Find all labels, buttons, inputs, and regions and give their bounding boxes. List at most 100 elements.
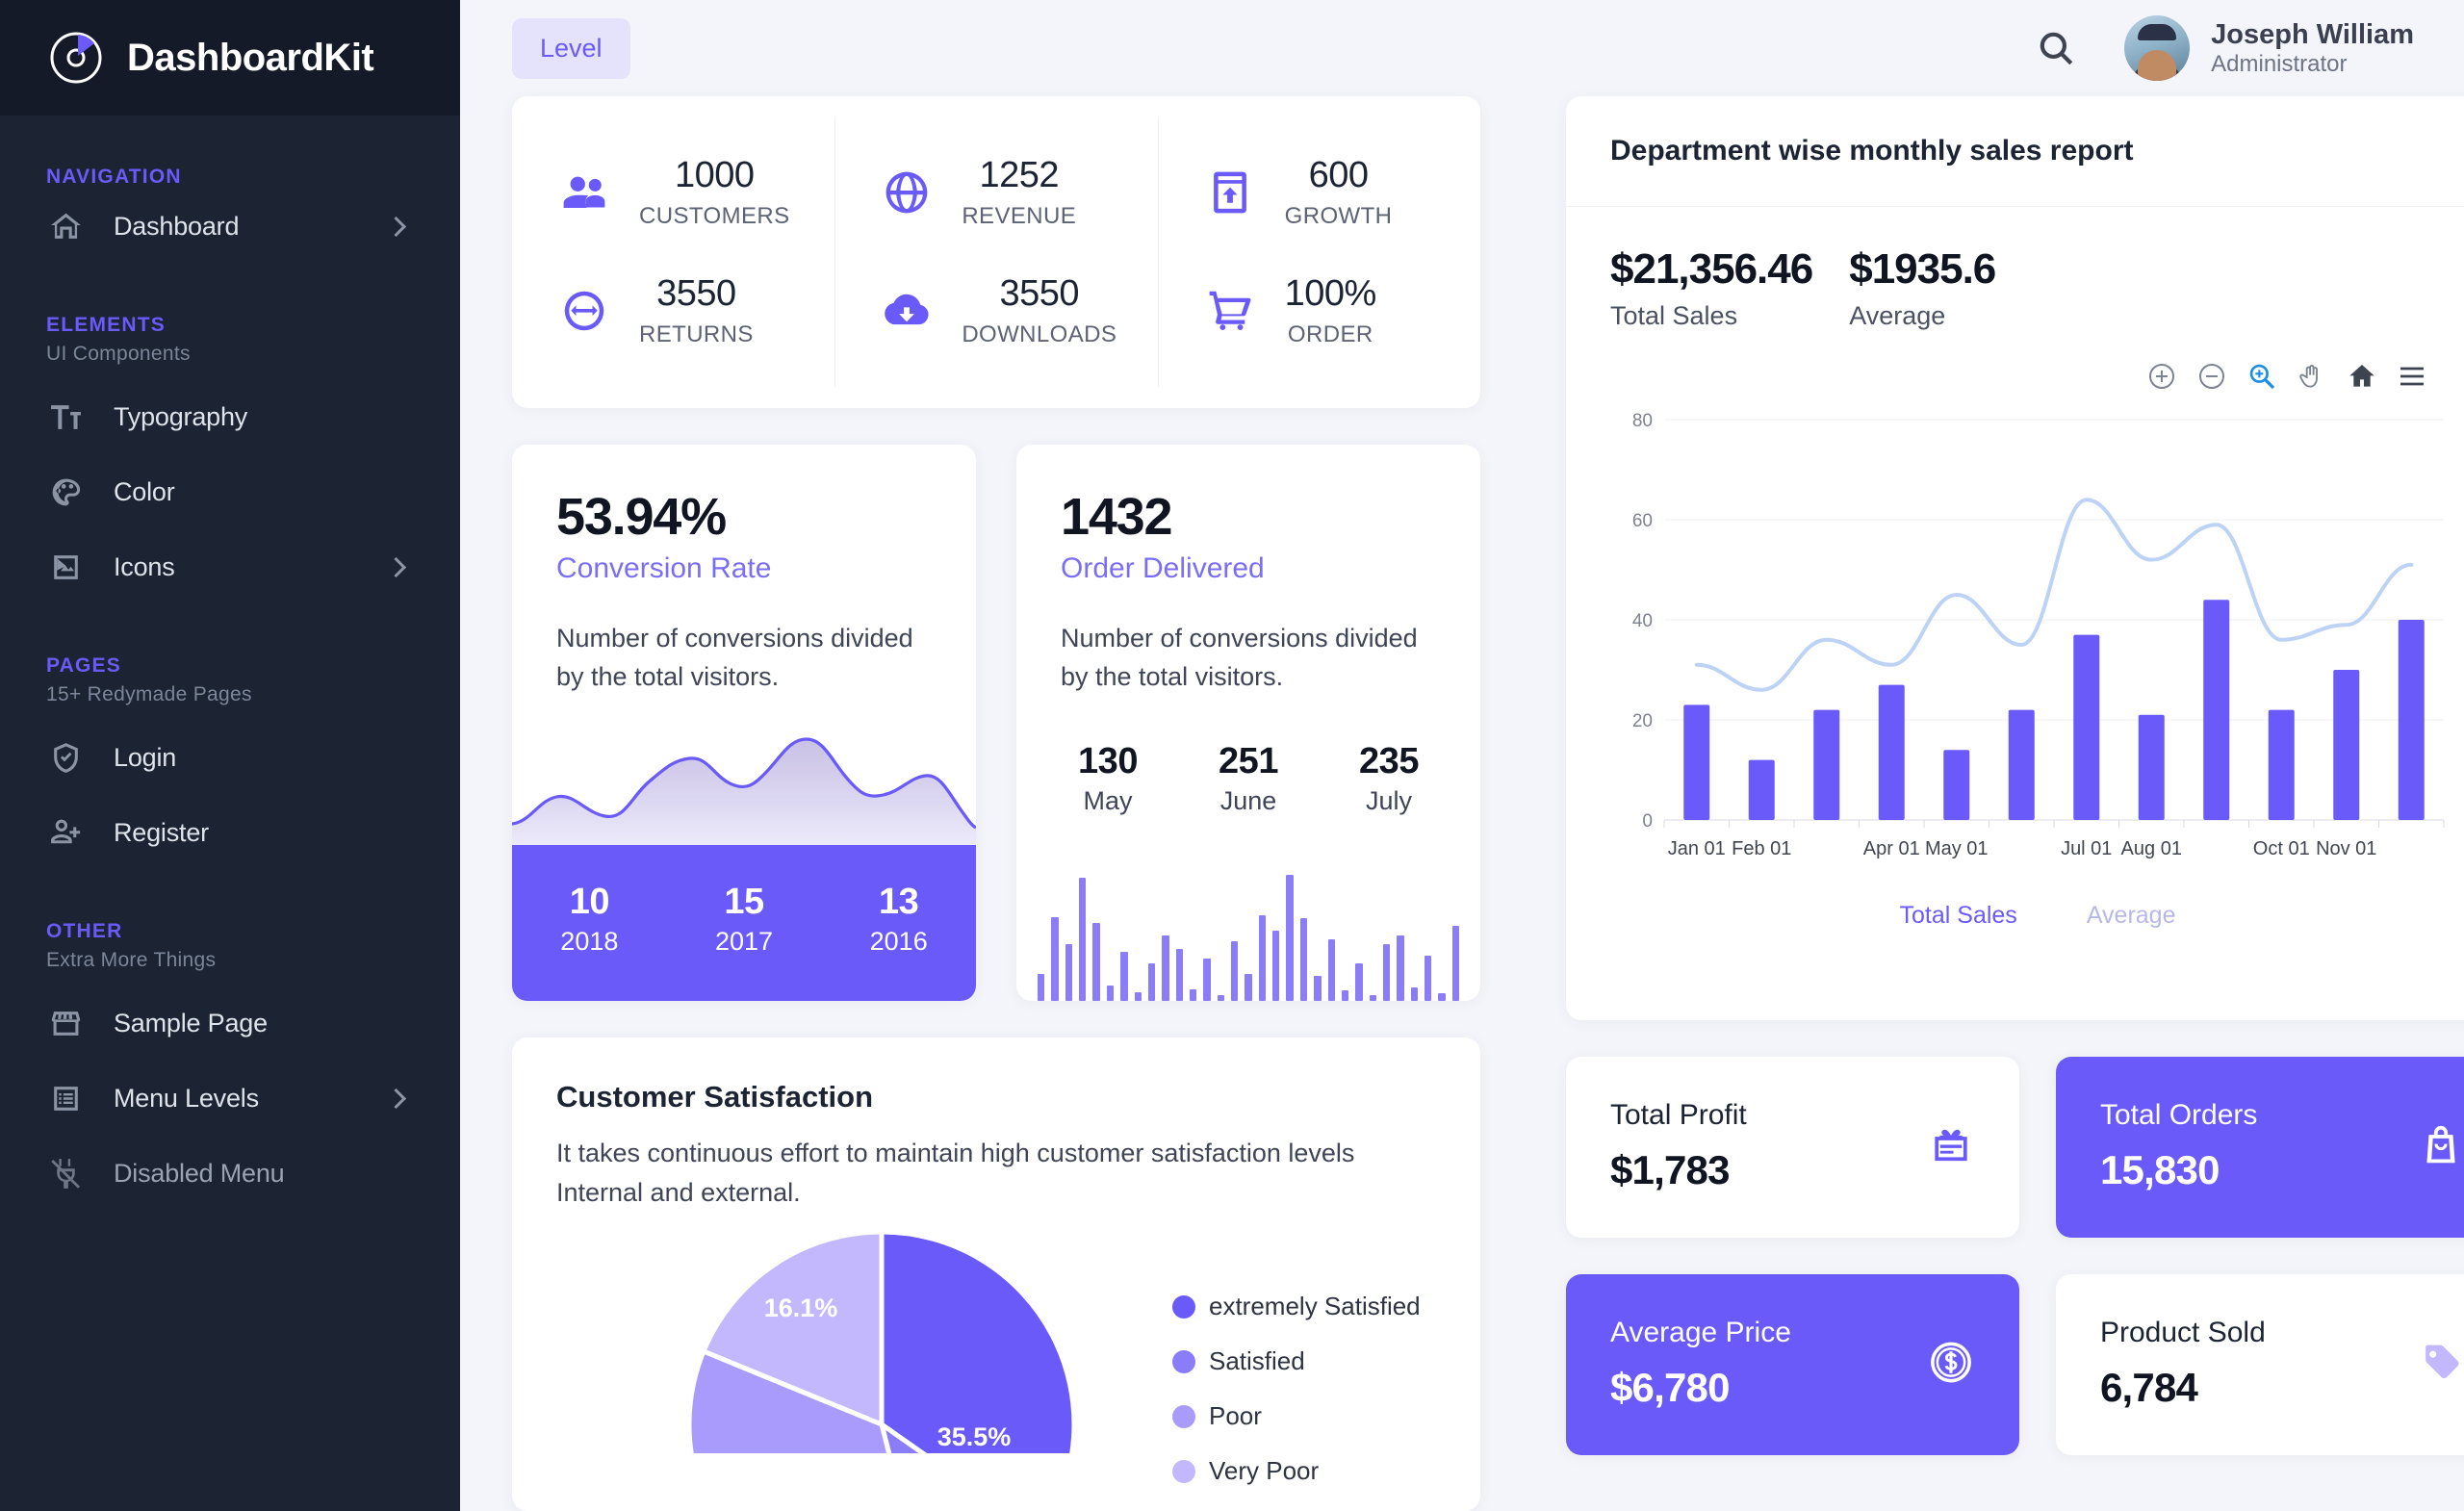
order-bar [1147, 963, 1156, 1001]
stat-label: RETURNS [639, 320, 754, 347]
satisfaction-title: Customer Satisfaction [556, 1079, 874, 1114]
legend-item[interactable]: Very Poor [1172, 1456, 1421, 1486]
sidebar-item-dashboard[interactable]: Dashboard [0, 189, 460, 264]
satisfaction-description: It takes continuous effort to maintain h… [556, 1138, 1355, 1207]
content-grid: 1000 CUSTOMERS 3550 RETURNS [460, 96, 2464, 1511]
sidebar-item-disabled-menu: Disabled Menu [0, 1136, 460, 1211]
legend-label: Poor [1209, 1401, 1262, 1430]
stat-value: 1000 [674, 155, 755, 196]
svg-text:Aug 01: Aug 01 [2121, 838, 2182, 859]
pie-donut-logo-icon [46, 28, 106, 88]
stat-label: REVENUE [962, 203, 1077, 230]
order-bar [1438, 993, 1446, 1001]
svg-text:16.1%: 16.1% [764, 1293, 838, 1322]
sidebar-caption-pages: PAGES [46, 654, 121, 677]
conversion-year-cell: 10 2018 [512, 882, 667, 957]
sidebar-item-login[interactable]: Login [0, 720, 460, 795]
average-value: $1935.6 [1849, 245, 1996, 294]
user-role: Administrator [2211, 50, 2348, 77]
svg-text:60: 60 [1632, 511, 1653, 531]
price-tag-icon [2417, 1339, 2464, 1392]
conversion-year-value: 15 [724, 881, 764, 922]
order-bar [1092, 923, 1100, 1001]
list-box-icon [46, 1079, 85, 1117]
zoom-out-icon[interactable] [2195, 360, 2228, 393]
sidebar-item-label: Disabled Menu [114, 1158, 285, 1188]
orders-bar-chart [1016, 866, 1480, 1001]
stat-value: 600 [1308, 155, 1369, 196]
sidebar-item-label: Menu Levels [114, 1083, 259, 1113]
legend-item[interactable]: Satisfied [1172, 1346, 1421, 1376]
icons-icon [46, 548, 85, 586]
stats-column: 1252 REVENUE 3550 DOWNLOADS [834, 96, 1157, 408]
customer-satisfaction-card: Customer Satisfaction It takes continuou… [512, 1037, 1480, 1511]
legend-item[interactable]: Poor [1172, 1401, 1421, 1431]
cart-icon [1202, 283, 1258, 339]
legend-average[interactable]: Average [2086, 902, 2176, 930]
sidebar-item-color[interactable]: Color [0, 454, 460, 529]
sales-report-kpis: $21,356.46 Total Sales $1935.6 Average [1610, 245, 2464, 331]
conversion-year-value: 10 [569, 881, 610, 922]
stat-label: ORDER [1287, 320, 1373, 347]
svg-text:Jan 01: Jan 01 [1668, 838, 1726, 859]
mini-card-value: 15,830 [2100, 1147, 2220, 1193]
order-bar [1272, 930, 1280, 1001]
stat-value: 1252 [979, 155, 1060, 196]
sidebar-item-label: Dashboard [114, 211, 240, 241]
sidebar-item-menu-levels[interactable]: Menu Levels [0, 1061, 460, 1136]
globe-icon [879, 165, 935, 220]
selection-zoom-icon[interactable] [2246, 360, 2278, 393]
legend-total-sales[interactable]: Total Sales [1899, 902, 2017, 930]
search-icon[interactable] [2028, 20, 2084, 76]
shopping-bag-icon [2417, 1121, 2464, 1174]
svg-text:Apr 01: Apr 01 [1863, 838, 1920, 859]
sidebar-item-icons[interactable]: Icons [0, 529, 460, 604]
svg-text:Nov 01: Nov 01 [2316, 838, 2376, 859]
order-bar [1245, 973, 1252, 1001]
mini-card-title: Total Profit [1610, 1099, 1747, 1132]
right-column: Department wise monthly sales report $21… [1566, 96, 2464, 1511]
brand[interactable]: DashboardKit [0, 0, 460, 115]
conversion-year-band: 10 2018 15 2017 13 2016 [512, 844, 976, 1001]
pan-icon[interactable] [2296, 360, 2328, 393]
sidebar-item-sample-page[interactable]: Sample Page [0, 986, 460, 1061]
menu-icon[interactable] [2396, 360, 2428, 393]
avatar [2124, 15, 2191, 82]
svg-text:35.5%: 35.5% [937, 1422, 1012, 1451]
stat-text: 600 GROWTH [1285, 154, 1393, 230]
brand-name: DashboardKit [127, 36, 374, 79]
user-profile-menu[interactable]: Joseph William Administrator [2124, 15, 2414, 82]
level-breadcrumb-button[interactable]: Level [512, 17, 630, 79]
sidebar-item-label: Register [114, 817, 209, 847]
order-bar [1410, 986, 1419, 1001]
orders-description: Number of conversions divided by the tot… [1061, 623, 1418, 691]
sidebar-item-register[interactable]: Register [0, 795, 460, 870]
legend-item[interactable]: extremely Satisfied [1172, 1292, 1421, 1321]
stat-label: GROWTH [1284, 203, 1393, 230]
cloud-download-icon [879, 283, 935, 339]
sidebar-caption-elements-sub: UI Components [46, 343, 191, 365]
orders-subtitle: Order Delivered [1061, 551, 1265, 584]
sidebar-item-label: Login [114, 742, 177, 772]
sidebar-item-typography[interactable]: Typography [0, 379, 460, 454]
stat-text: 1252 REVENUE [962, 154, 1076, 230]
order-bar [1258, 915, 1267, 1001]
user-plus-icon [46, 813, 85, 852]
mini-card-value: $6,780 [1610, 1365, 1730, 1411]
orders-month-cell: 251 June [1178, 741, 1319, 816]
stat-customers: 1000 CUSTOMERS [512, 133, 834, 251]
total-sales-value: $21,356.46 [1610, 245, 1813, 294]
sidebar-caption-navigation: NAVIGATION [46, 166, 182, 188]
order-bar [1327, 939, 1335, 1001]
sales-chart-legend: Total Sales Average [1610, 902, 2464, 930]
order-bar [1051, 916, 1059, 1001]
order-bar [1424, 956, 1432, 1001]
conversion-year-label: 2016 [869, 926, 928, 956]
home-reset-icon[interactable] [2346, 360, 2378, 393]
order-bar [1038, 973, 1045, 1001]
orders-month-label: May [1083, 785, 1133, 815]
zoom-in-icon[interactable] [2145, 360, 2178, 393]
legend-label: Very Poor [1209, 1456, 1320, 1485]
topbar: Level Joseph William Administrator [460, 0, 2464, 97]
